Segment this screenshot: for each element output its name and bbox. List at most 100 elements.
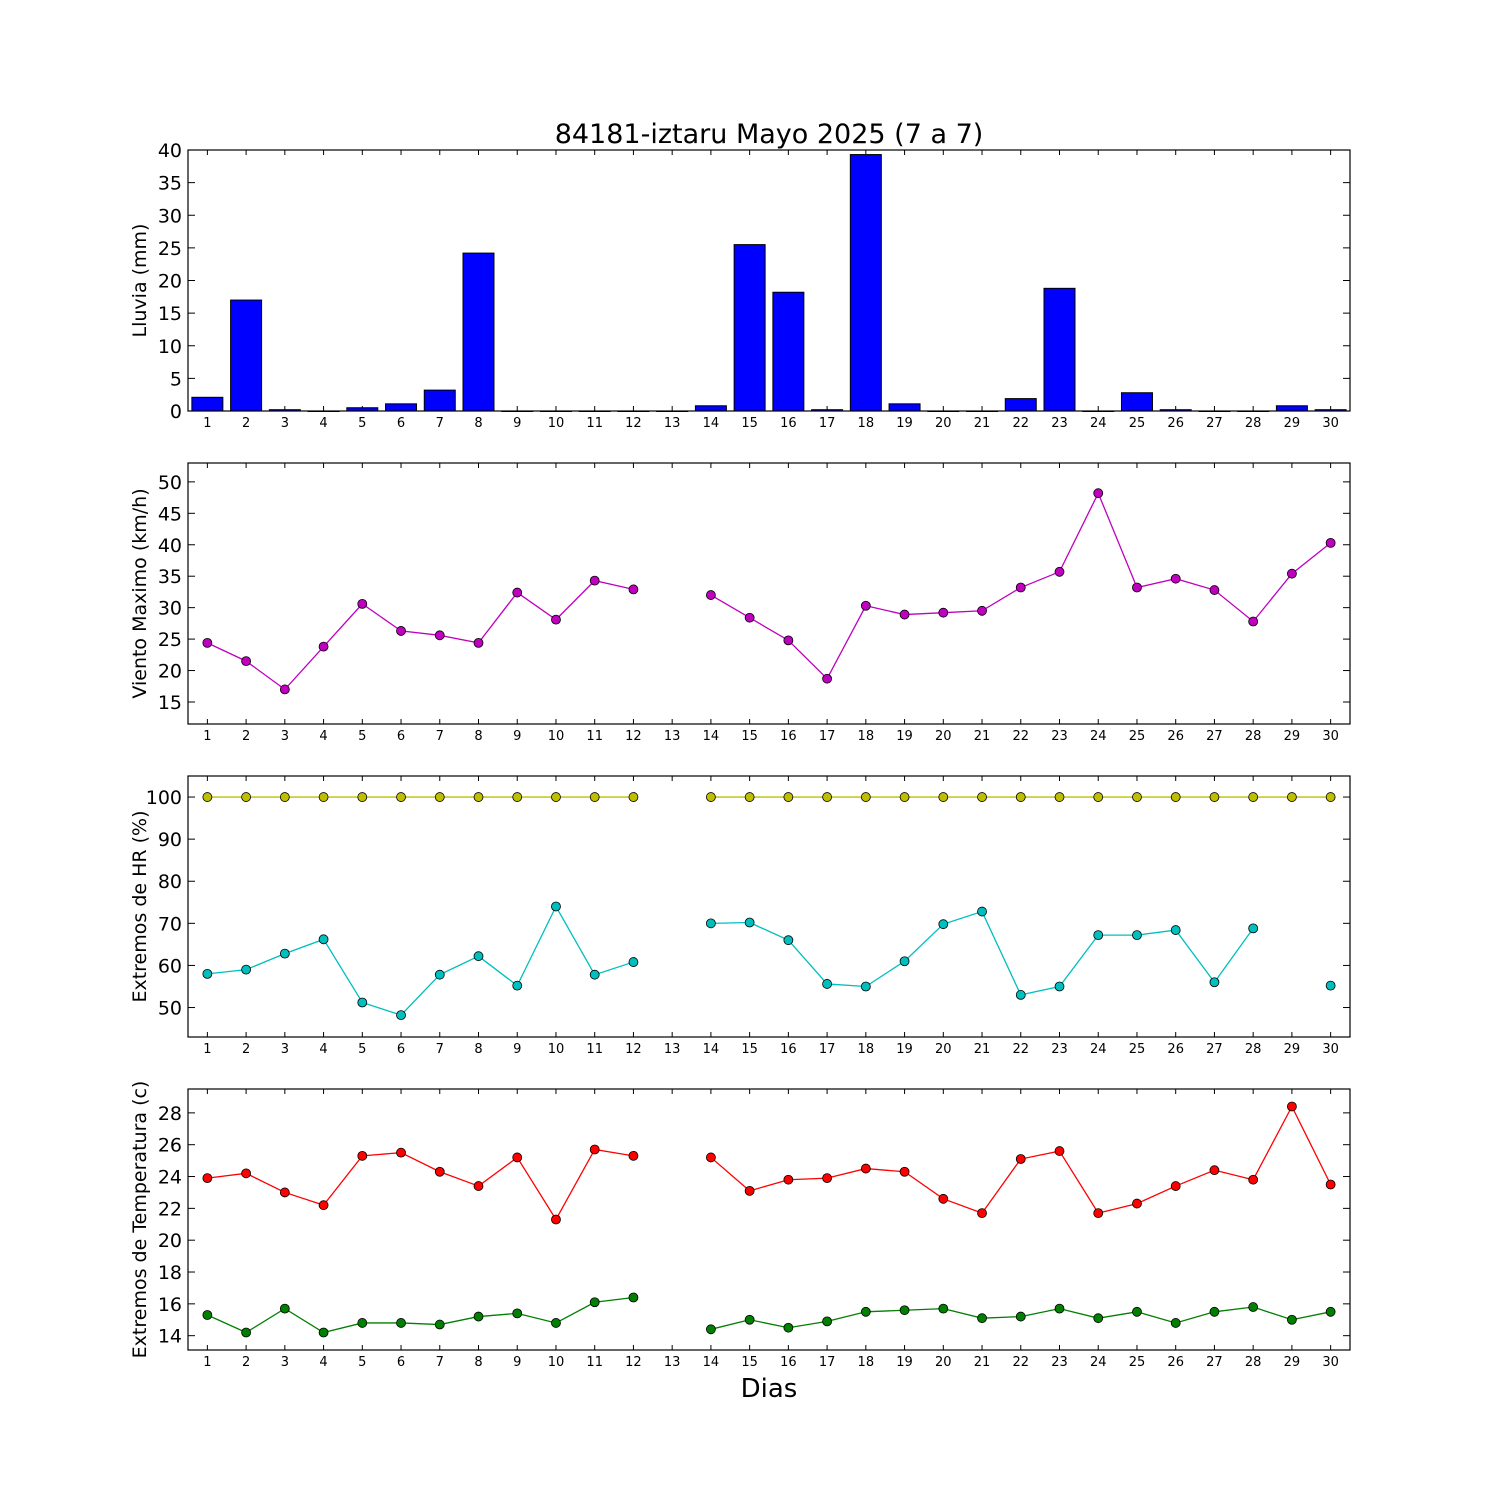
series-1-point bbox=[1325, 537, 1336, 548]
series-2-point bbox=[434, 1319, 445, 1330]
plot-frame bbox=[187, 775, 1351, 1038]
series-2-point bbox=[589, 1297, 600, 1308]
bar bbox=[772, 291, 805, 412]
x-tick-label: 7 bbox=[436, 1042, 444, 1057]
series-1-point bbox=[357, 1150, 368, 1161]
series-2-point bbox=[1209, 1306, 1220, 1317]
x-tick-label: 18 bbox=[858, 729, 875, 744]
series-2-point bbox=[1015, 990, 1026, 1000]
chart-title: 84181-iztaru Mayo 2025 (7 a 7) bbox=[555, 119, 984, 150]
x-tick-label: 4 bbox=[319, 729, 327, 744]
x-tick-label: 13 bbox=[664, 729, 681, 744]
series-2-point bbox=[822, 1316, 832, 1327]
series-1-point bbox=[551, 614, 561, 625]
x-tick-label: 3 bbox=[281, 1355, 289, 1370]
series-2-point bbox=[938, 919, 949, 930]
x-tick-label: 26 bbox=[1167, 416, 1184, 431]
series-1-point bbox=[279, 1187, 290, 1198]
y-tick-label: 50 bbox=[158, 998, 182, 1020]
series-1-point bbox=[589, 792, 600, 802]
series-1-point bbox=[1015, 792, 1026, 802]
x-tick-label: 12 bbox=[625, 729, 642, 744]
series-2-point bbox=[1248, 923, 1259, 934]
series-1-point bbox=[434, 1166, 445, 1177]
series-1-point bbox=[938, 607, 949, 618]
series-2-point bbox=[628, 957, 639, 967]
series-2-point bbox=[1170, 925, 1181, 935]
series-1-point bbox=[783, 792, 794, 802]
y-tick-label: 20 bbox=[158, 661, 182, 683]
series-1-point bbox=[279, 684, 290, 695]
x-tick-label: 12 bbox=[625, 1042, 642, 1057]
series-2-point bbox=[202, 968, 213, 979]
x-tick-label: 30 bbox=[1322, 416, 1339, 431]
x-tick-label: 28 bbox=[1245, 729, 1262, 744]
series-2-point bbox=[279, 948, 290, 959]
x-tick-label: 4 bbox=[319, 416, 327, 431]
series-1-point bbox=[744, 792, 755, 802]
x-tick-label: 29 bbox=[1284, 1355, 1301, 1370]
series-1-point bbox=[1170, 792, 1181, 802]
series-2-line bbox=[207, 1296, 634, 1334]
series-1-point bbox=[1325, 792, 1336, 802]
series-1-point bbox=[860, 1163, 871, 1174]
series-1-point bbox=[318, 641, 329, 652]
y-axis-label: Extremos de HR (%) bbox=[129, 810, 151, 1002]
bar bbox=[1120, 392, 1153, 412]
series-2-point bbox=[822, 979, 832, 989]
plot-frame bbox=[187, 149, 1351, 412]
x-tick-label: 30 bbox=[1322, 1042, 1339, 1057]
series-1-point bbox=[473, 637, 484, 648]
series-2-point bbox=[899, 1305, 910, 1316]
series-1-point bbox=[1132, 792, 1142, 802]
x-tick-label: 26 bbox=[1167, 1355, 1184, 1370]
series-1-point bbox=[434, 792, 445, 802]
x-tick-label: 17 bbox=[819, 1042, 836, 1057]
x-tick-label: 23 bbox=[1051, 416, 1068, 431]
series-2-point bbox=[783, 935, 794, 946]
x-tick-label: 23 bbox=[1051, 1042, 1068, 1057]
series-2-point bbox=[512, 1308, 523, 1319]
x-tick-label: 19 bbox=[896, 1042, 913, 1057]
y-tick-label: 70 bbox=[158, 913, 182, 935]
x-tick-label: 2 bbox=[242, 1355, 250, 1370]
x-tick-label: 1 bbox=[203, 1355, 211, 1370]
x-tick-label: 14 bbox=[703, 1355, 720, 1370]
y-tick-label: 0 bbox=[170, 401, 182, 423]
x-tick-label: 9 bbox=[513, 416, 521, 431]
y-tick-label: 100 bbox=[146, 787, 182, 809]
series-2-point bbox=[860, 981, 871, 992]
x-tick-label: 15 bbox=[741, 1355, 758, 1370]
bar bbox=[888, 403, 921, 412]
series-2-point bbox=[318, 1327, 329, 1338]
x-tick-label: 21 bbox=[974, 1355, 991, 1370]
series-1-point bbox=[241, 656, 252, 667]
x-tick-label: 22 bbox=[1012, 1355, 1029, 1370]
x-axis-label: Dias bbox=[741, 1374, 798, 1404]
x-tick-label: 8 bbox=[474, 1042, 482, 1057]
x-tick-label: 3 bbox=[281, 416, 289, 431]
x-tick-label: 8 bbox=[474, 416, 482, 431]
x-tick-label: 16 bbox=[780, 1042, 797, 1057]
x-tick-label: 17 bbox=[819, 729, 836, 744]
series-1-point bbox=[589, 575, 600, 586]
series-2-point bbox=[1054, 981, 1065, 992]
y-tick-label: 45 bbox=[158, 503, 182, 525]
x-tick-label: 5 bbox=[358, 416, 366, 431]
x-tick-label: 20 bbox=[935, 729, 952, 744]
series-2-point bbox=[396, 1318, 406, 1328]
series-2-point bbox=[1093, 930, 1104, 941]
series-2-point bbox=[434, 969, 445, 980]
x-tick-label: 18 bbox=[858, 416, 875, 431]
x-tick-label: 2 bbox=[242, 416, 250, 431]
x-tick-label: 25 bbox=[1129, 1042, 1146, 1057]
y-tick-label: 20 bbox=[158, 271, 182, 293]
x-tick-label: 24 bbox=[1090, 1042, 1107, 1057]
series-1-point bbox=[1209, 1165, 1220, 1176]
x-tick-label: 23 bbox=[1051, 729, 1068, 744]
y-tick-label: 40 bbox=[158, 535, 182, 557]
